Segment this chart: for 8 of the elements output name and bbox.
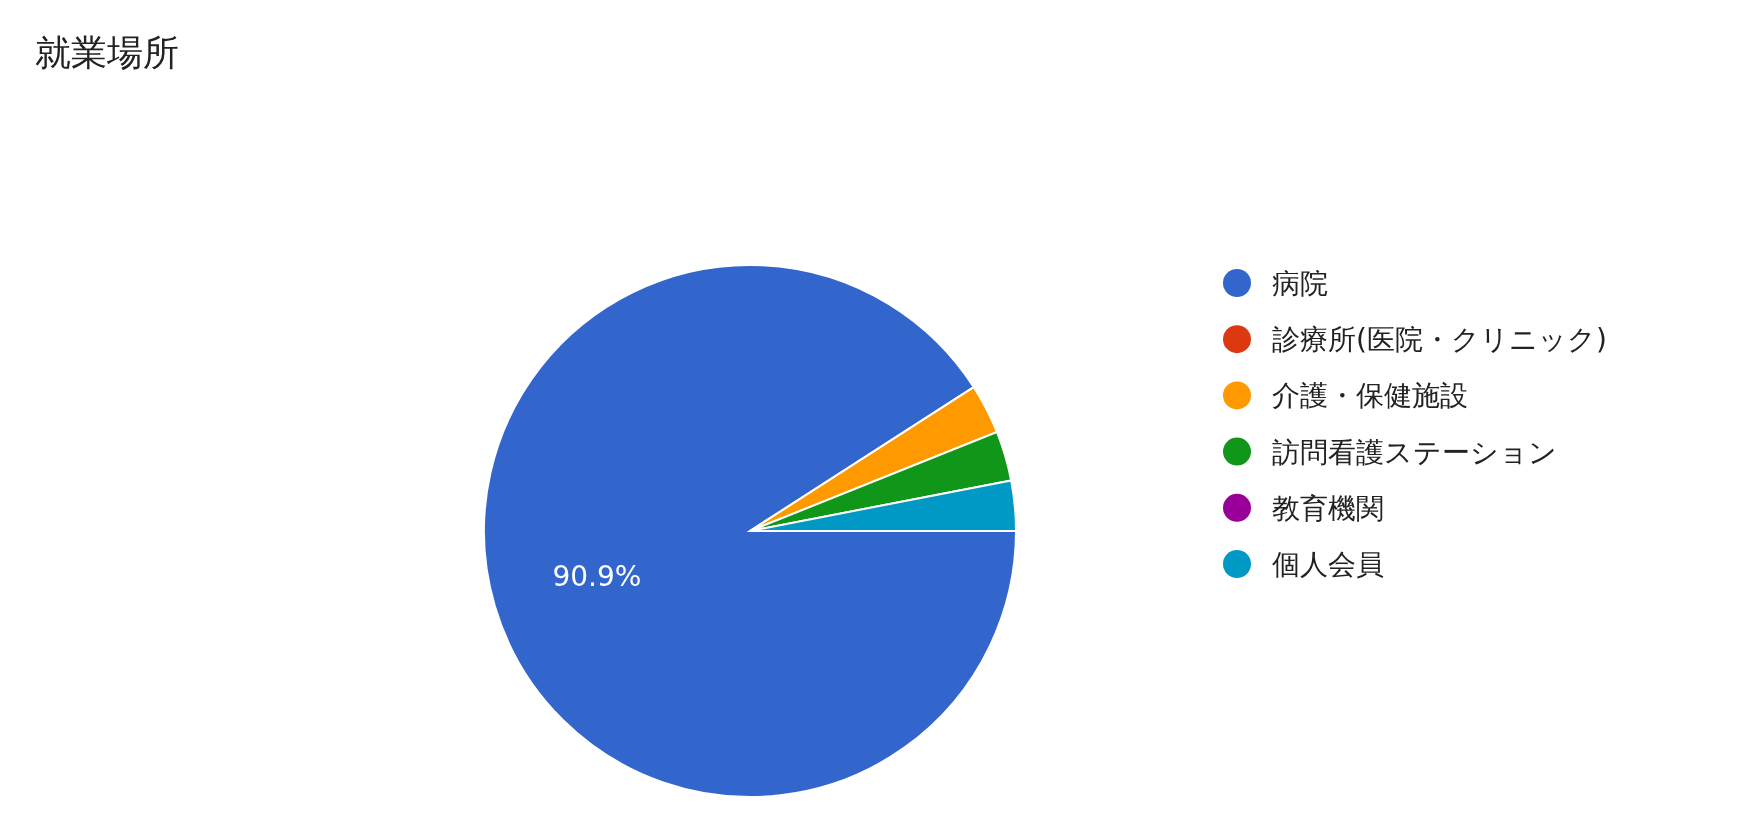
legend-label: 病院	[1272, 267, 1328, 300]
data-label: 90.9%	[552, 560, 642, 594]
legend-label: 教育機関	[1272, 491, 1384, 525]
legend-label: 訪問看護ステーション	[1272, 435, 1557, 469]
legend-label: 介護・保健施設	[1272, 379, 1468, 413]
legend-label: 個人会員	[1272, 548, 1384, 581]
text: 就業場所	[35, 32, 179, 73]
legend-label: 診療所(医院・クリニック)	[1272, 323, 1607, 357]
